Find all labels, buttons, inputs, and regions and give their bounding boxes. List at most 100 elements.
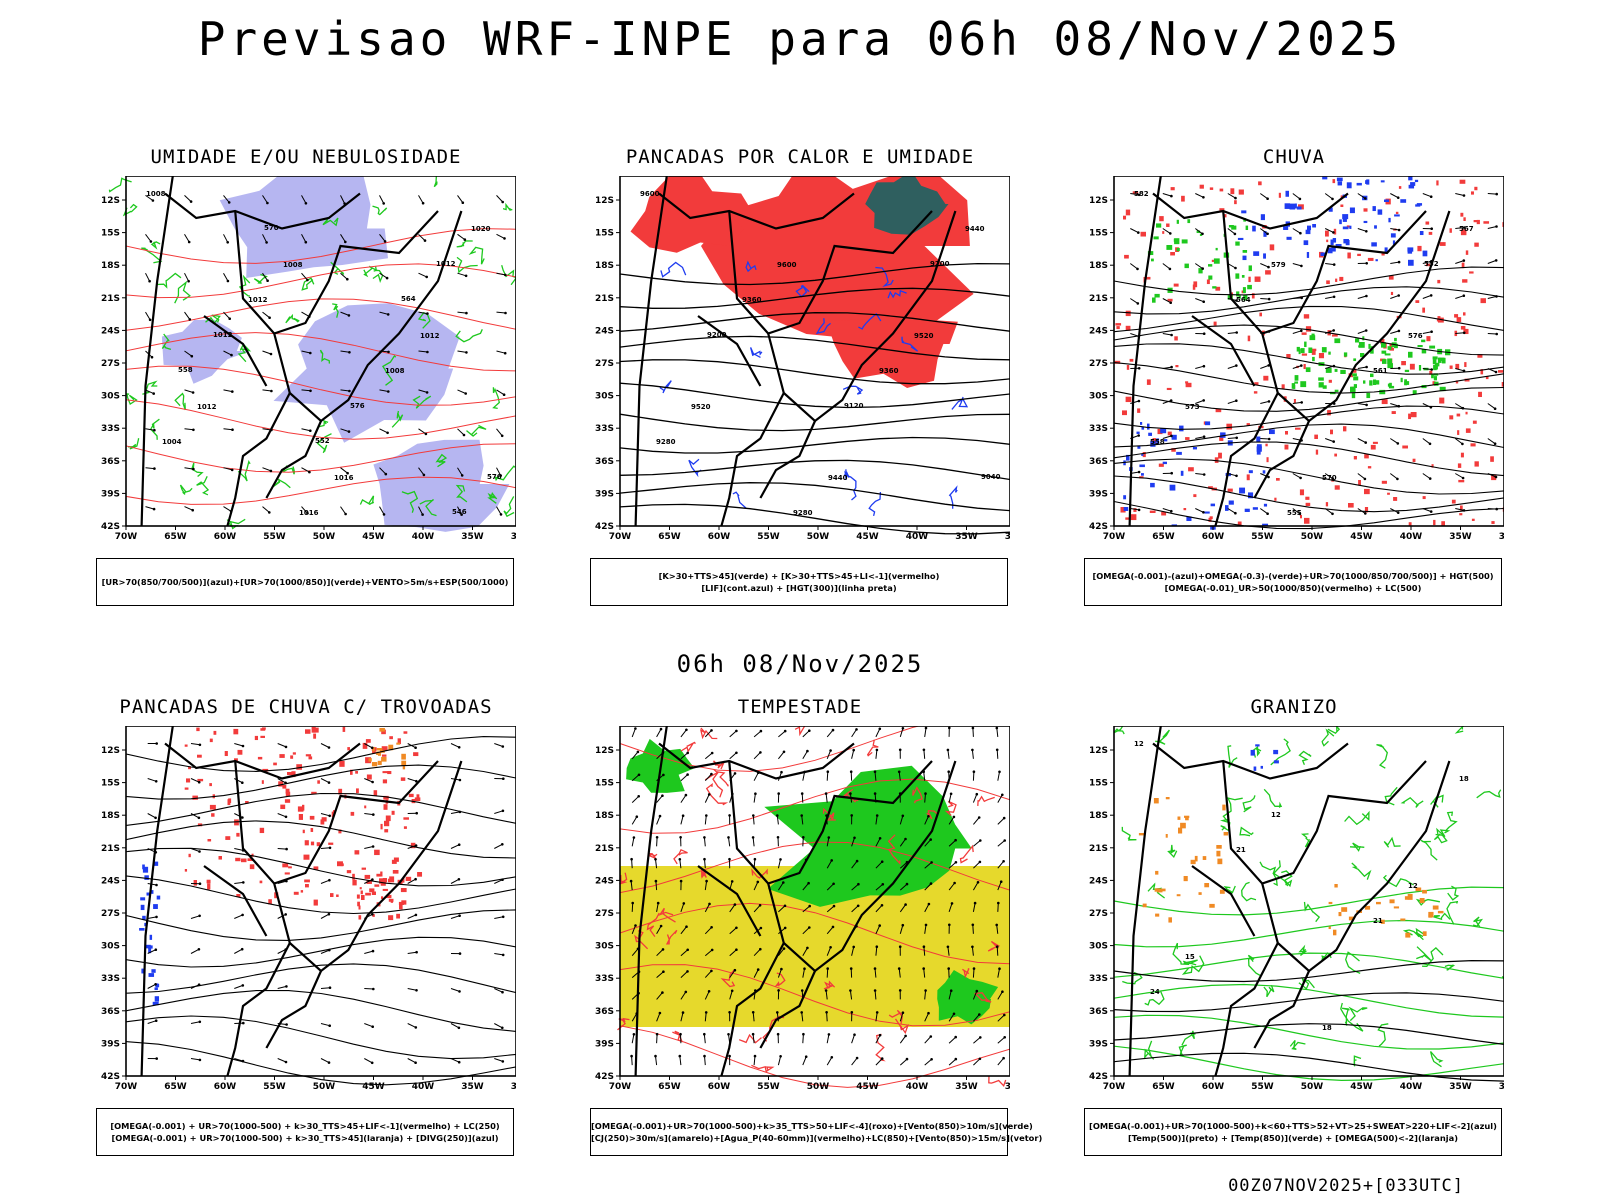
thunderstorm-speckle: [357, 901, 360, 907]
lon-label: 45W: [856, 532, 879, 542]
lat-label: 21S: [1089, 294, 1108, 304]
contour-label: 12: [1408, 882, 1418, 890]
vector-head: [285, 847, 288, 851]
vector-head: [880, 904, 884, 907]
country-border: [273, 760, 463, 973]
thunderstorm-speckle: [369, 888, 375, 893]
contour-label: 12: [1134, 740, 1144, 748]
wind-vector: [704, 1056, 706, 1066]
wind-vector: [1357, 193, 1366, 199]
thunderstorm-speckle: [384, 829, 389, 833]
humidity-contour: [433, 176, 438, 188]
vector-head: [1397, 294, 1400, 297]
streamline-arrow: [494, 953, 504, 956]
thunderstorm-speckle: [365, 892, 371, 896]
rain-speckle: [1364, 507, 1369, 513]
vector-head: [500, 434, 504, 438]
wind-vector: [753, 904, 761, 913]
rain-speckle: [1149, 510, 1156, 513]
omega-speckle: [1283, 226, 1289, 230]
map-chuva: 58257957657357056756456155855555212S15S1…: [1089, 176, 1504, 542]
omega-speckle: [1312, 356, 1315, 362]
country-border: [697, 315, 762, 387]
rain-speckle: [1326, 280, 1330, 285]
omega-speckle: [1184, 263, 1189, 269]
lifted-index-contour: [749, 347, 763, 358]
streamline-arrow: [320, 813, 330, 817]
omega-speckle: [1296, 346, 1300, 352]
lat-label: 33S: [1089, 424, 1108, 434]
thunderstorm-speckle: [403, 731, 408, 734]
wind-vector: [851, 749, 855, 759]
rain-speckle: [1314, 434, 1318, 440]
country-border: [658, 192, 855, 230]
vector-head: [504, 273, 507, 277]
streamline-arrow: [407, 914, 417, 919]
vector-head: [1430, 368, 1433, 371]
wind-vector: [145, 467, 155, 470]
wind-vector: [924, 1012, 929, 1022]
thunderstorm-speckle: [236, 832, 240, 837]
vector-head: [1300, 329, 1303, 333]
vector-head: [1267, 475, 1270, 479]
wind-vector: [1325, 263, 1335, 266]
vector-head: [1266, 232, 1269, 236]
wind-vector: [899, 861, 908, 869]
vector-head: [1001, 793, 1004, 797]
wind-vector: [1162, 333, 1172, 336]
omega-speckle: [1418, 365, 1422, 371]
divergence-speckle: [156, 895, 161, 900]
contour-label: 9440: [965, 225, 985, 233]
height-contour: [619, 359, 1010, 385]
omega-speckle: [1342, 226, 1349, 230]
thunderstorm-speckle: [391, 810, 395, 815]
thunderstorm-speckle: [385, 815, 391, 822]
thunderstorm-speckle: [320, 819, 325, 825]
thunderstorm-speckle: [361, 895, 365, 900]
vector-head: [371, 913, 374, 916]
vector-head: [1493, 442, 1497, 446]
vector-head: [662, 773, 665, 777]
omega-speckle: [1220, 432, 1226, 438]
streamline-arrow: [450, 988, 460, 992]
vector-head: [1202, 364, 1206, 368]
vector-head: [1300, 401, 1303, 404]
wind-vector: [948, 839, 956, 847]
wind-vector: [379, 195, 385, 204]
divergence-speckle: [142, 864, 145, 870]
wind-vector: [875, 904, 883, 913]
wind-vector: [1292, 401, 1302, 404]
wind-vector: [1487, 368, 1497, 373]
vector-head: [686, 751, 689, 755]
thunderstorm-speckle: [350, 811, 355, 816]
thunderstorm-speckle: [391, 859, 397, 864]
vector-head: [905, 882, 909, 886]
height-contour: [1113, 458, 1504, 495]
rain-speckle: [1364, 488, 1370, 495]
thunderstorm-speckle: [259, 827, 265, 834]
vector-head: [631, 901, 634, 905]
wind-vector: [704, 970, 712, 978]
rain-speckle: [1335, 278, 1338, 282]
vector-head: [929, 838, 932, 841]
humidity-contour: [191, 462, 204, 478]
lon-label: 60W: [214, 532, 237, 542]
vector-head: [309, 389, 312, 393]
vector-head: [327, 1061, 331, 1064]
rain-speckle: [1364, 454, 1369, 459]
streamline: [125, 1041, 516, 1086]
omega-speckle: [1235, 241, 1240, 246]
precipitable-water-contour: [704, 771, 724, 798]
rain-speckle: [1254, 382, 1259, 386]
vector-head: [1298, 512, 1302, 516]
rain-speckle: [1457, 430, 1460, 435]
streamline-arrow: [450, 743, 460, 748]
thunderstorm-speckle: [381, 746, 388, 751]
country-border: [1222, 760, 1427, 885]
rain-speckle: [1237, 521, 1242, 527]
omega-speckle: [1384, 199, 1389, 203]
rain-speckle: [1276, 478, 1280, 481]
country-border: [273, 210, 463, 423]
omega-speckle: [1176, 451, 1182, 455]
temp500-contour: [1113, 1052, 1504, 1082]
